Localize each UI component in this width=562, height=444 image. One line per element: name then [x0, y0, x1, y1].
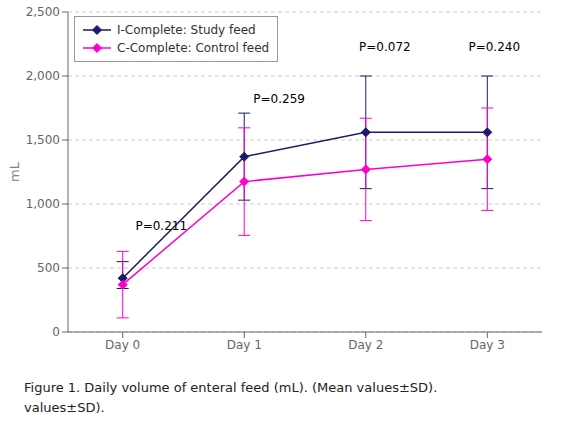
svg-text:1,500: 1,500 — [26, 133, 60, 147]
svg-text:2,000: 2,000 — [26, 69, 60, 83]
html-text:Figure 1. Daily volume of ente: Figure 1. Daily volume of enteral feed (… — [24, 380, 438, 395]
svg-text:Day 2: Day 2 — [348, 338, 383, 352]
html-text:values±SD).: values±SD). — [24, 400, 105, 415]
svg-text:500: 500 — [37, 261, 60, 275]
svg-text:P=0.211: P=0.211 — [135, 219, 187, 233]
svg-text:1,000: 1,000 — [26, 197, 60, 211]
svg-text:2,500: 2,500 — [26, 5, 60, 19]
svg-text:Day 0: Day 0 — [105, 338, 140, 352]
svg-text:mL: mL — [8, 161, 22, 182]
svg-text:P=0.072: P=0.072 — [359, 40, 411, 54]
svg-text:Day 3: Day 3 — [470, 338, 505, 352]
svg-text:P=0.240: P=0.240 — [468, 40, 520, 54]
svg-text:Day 1: Day 1 — [227, 338, 262, 352]
html-text:I-Complete: Study feed: I-Complete: Study feed — [117, 23, 256, 37]
svg-text:0: 0 — [52, 325, 60, 339]
svg-text:P=0.259: P=0.259 — [253, 92, 305, 106]
html-text:C-Complete: Control feed: C-Complete: Control feed — [117, 41, 270, 55]
